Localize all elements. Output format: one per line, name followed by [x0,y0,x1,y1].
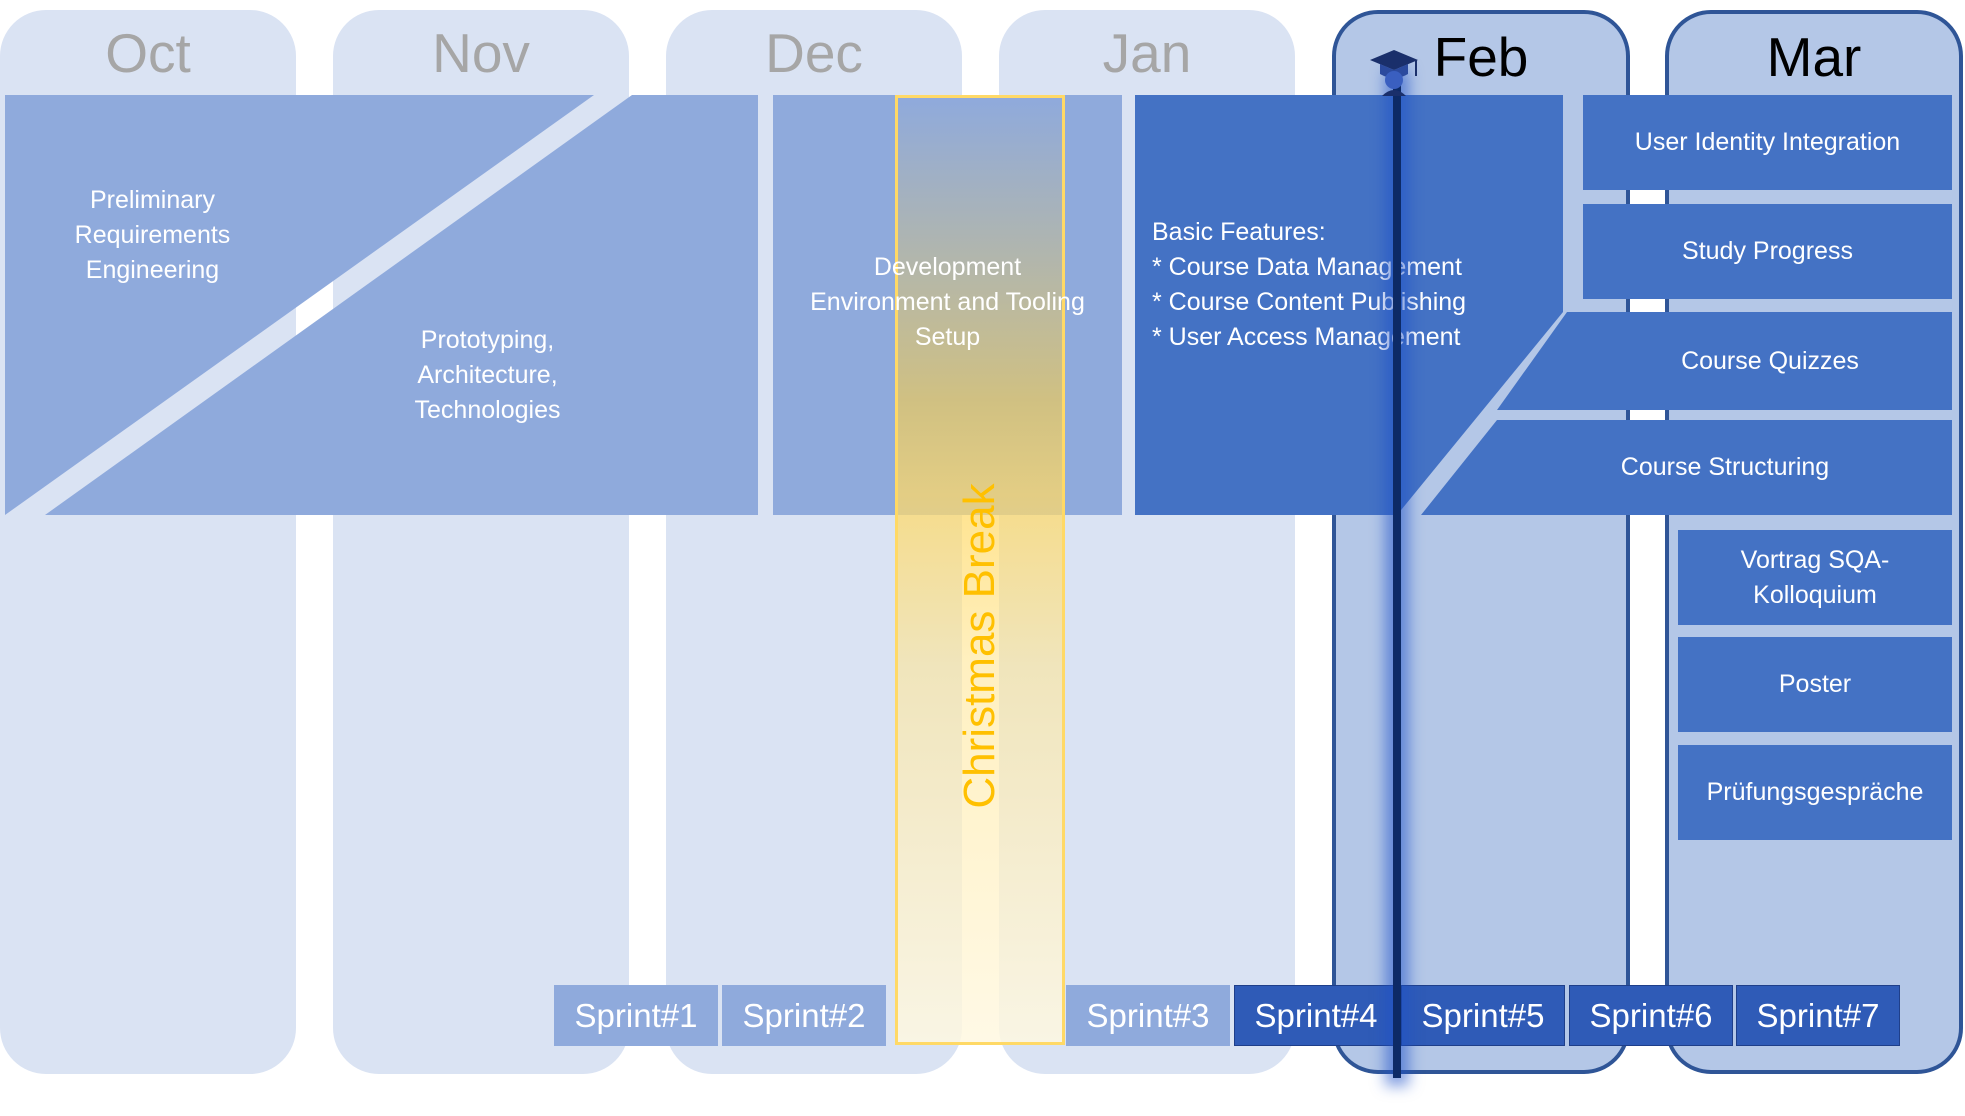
feature-block-course-quizzes: Course Quizzes [1600,312,1940,410]
prototyping-shape [45,95,758,515]
sprint-4: Sprint#4 [1234,985,1398,1046]
month-label-oct: Oct [105,22,191,84]
basic-features-shape [1135,95,1563,515]
task-label: Prüfungsgespräche [1706,778,1924,806]
christmas-break-label: Christmas Break [955,482,1004,809]
prototyping-phase: Prototyping, Architecture, Technologies [330,320,645,430]
month-label-feb: Feb [1433,26,1529,88]
prototyping-label: Prototyping, Architecture, Technologies [414,325,561,424]
task-pruefungsgespraeche: Prüfungsgespräche [1678,745,1952,840]
month-label-mar: Mar [1766,26,1862,88]
task-vortrag: Vortrag SQA- Kolloquium [1678,530,1952,625]
basic-features-item: * Course Data Management [1152,253,1462,281]
task-poster: Poster [1678,637,1952,732]
feature-label: Course Quizzes [1681,346,1859,375]
basic-features-text: Basic Features: * Course Data Management… [1152,215,1572,355]
sprint-6: Sprint#6 [1569,985,1733,1046]
month-label-dec: Dec [765,22,863,84]
sprint-2: Sprint#2 [722,985,886,1046]
month-label-nov: Nov [432,22,530,84]
task-label: Poster [1778,670,1852,698]
feature-label: Study Progress [1682,237,1853,265]
requirements-phase: Preliminary Requirements Engineering [30,180,275,290]
basic-features-item: * Course Content Publishing [1152,288,1467,316]
dev-environment-label: Development Environment and Tooling Setu… [810,253,1085,351]
graduate-icon [1370,50,1418,96]
requirements-triangle [5,95,594,515]
feature-block-user-identity: User Identity Integration [1583,95,1952,190]
basic-features-item: * User Access Management [1152,323,1461,351]
task-label: Vortrag SQA- Kolloquium [1740,545,1890,609]
feature-label: User Identity Integration [1634,128,1901,156]
month-label-jan: Jan [1102,22,1192,84]
feature-block-study-progress: Study Progress [1583,204,1952,299]
sprint-3: Sprint#3 [1066,985,1230,1046]
christmas-break: Christmas Break [895,95,1065,1045]
today-marker-line [1393,78,1401,1078]
feature-block-course-structuring: Course Structuring [1560,420,1890,515]
sprint-5: Sprint#5 [1401,985,1565,1046]
sprint-7: Sprint#7 [1736,985,1900,1046]
course-quizzes-shape [1497,312,1952,410]
course-structuring-shape [1421,420,1952,515]
sprint-1: Sprint#1 [554,985,718,1046]
feature-label: Course Structuring [1620,453,1830,481]
basic-features-heading: Basic Features: [1152,218,1326,246]
requirements-label: Preliminary Requirements Engineering [74,185,231,284]
